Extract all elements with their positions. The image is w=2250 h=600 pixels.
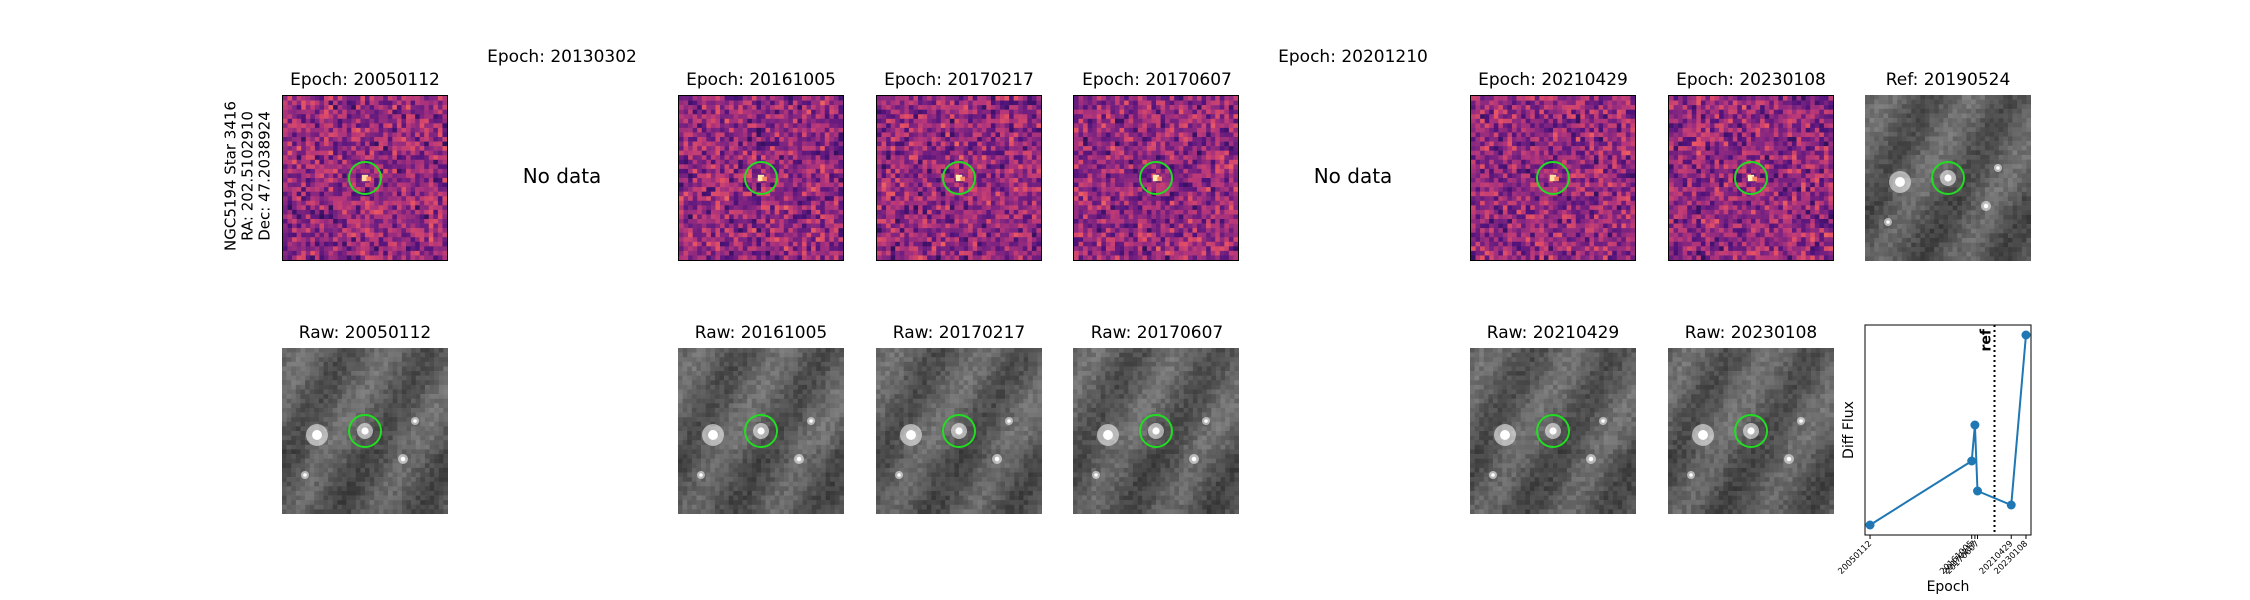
- raw-title: Raw: 20161005: [694, 323, 828, 343]
- raw-title: Raw: 20170217: [892, 323, 1026, 343]
- data-point: [1967, 456, 1977, 466]
- ref-image-panel: [1865, 95, 2031, 261]
- data-point: [1973, 486, 1983, 496]
- target-marker-circle: [942, 161, 976, 195]
- diff-image-panel: [678, 95, 844, 261]
- diff-image-panel: [1668, 95, 1834, 261]
- data-point: [1865, 520, 1875, 530]
- raw-title: Raw: 20230108: [1684, 323, 1818, 343]
- target-info: NGC5194 Star 3416 RA: 202.5102910 Dec: 4…: [221, 101, 274, 251]
- raw-image-panel: [876, 348, 1042, 514]
- target-marker-circle: [348, 161, 382, 195]
- plot-frame: [1864, 324, 2032, 536]
- target-name: NGC5194 Star 3416: [221, 101, 240, 251]
- target-marker-circle: [348, 414, 382, 448]
- epoch-title: Epoch: 20201210: [1278, 47, 1428, 67]
- epoch-title: Epoch: 20230108: [1676, 70, 1826, 90]
- target-marker-circle: [1734, 414, 1768, 448]
- target-marker-circle: [1536, 161, 1570, 195]
- diff-image-panel: [1470, 95, 1636, 261]
- raw-image-panel: [1470, 348, 1636, 514]
- target-marker-circle: [1931, 161, 1965, 195]
- target-marker-circle: [942, 414, 976, 448]
- target-marker-circle: [1139, 414, 1173, 448]
- raw-image-panel: [1073, 348, 1239, 514]
- raw-image-panel: [1668, 348, 1834, 514]
- data-point: [2006, 500, 2016, 510]
- target-marker-circle: [1734, 161, 1768, 195]
- ref-line-label: ref: [1979, 328, 1995, 351]
- epoch-title: Epoch: 20210429: [1478, 70, 1628, 90]
- raw-image-panel: [282, 348, 448, 514]
- diff-image-panel: [876, 95, 1042, 261]
- target-marker-circle: [1139, 161, 1173, 195]
- diff-image-panel: [282, 95, 448, 261]
- epoch-title: Epoch: 20170607: [1082, 70, 1232, 90]
- data-point: [1970, 420, 1980, 430]
- diff-image-panel: [1073, 95, 1239, 261]
- target-marker-circle: [744, 161, 778, 195]
- no-data-label: No data: [522, 164, 602, 188]
- no-data-label: No data: [1313, 164, 1393, 188]
- ref-title: Ref: 20190524: [1885, 70, 2011, 90]
- data-point: [2021, 330, 2031, 340]
- y-axis-label: Diff Flux: [1841, 401, 1857, 459]
- epoch-title: Epoch: 20170217: [884, 70, 1034, 90]
- epoch-title: Epoch: 20050112: [290, 70, 440, 90]
- raw-title: Raw: 20050112: [298, 323, 432, 343]
- x-tick-label: 20050112: [1836, 539, 1874, 577]
- diff-flux-line: [1869, 334, 2027, 526]
- target-marker-circle: [744, 414, 778, 448]
- x-axis-label: Epoch: [1927, 579, 1970, 595]
- target-marker-circle: [1536, 414, 1570, 448]
- raw-title: Raw: 20210429: [1486, 323, 1620, 343]
- target-dec: Dec: 47.2038924: [255, 111, 274, 241]
- raw-title: Raw: 20170607: [1090, 323, 1224, 343]
- epoch-title: Epoch: 20161005: [686, 70, 836, 90]
- target-ra: RA: 202.5102910: [238, 111, 257, 241]
- raw-image-panel: [678, 348, 844, 514]
- epoch-title: Epoch: 20130302: [487, 47, 637, 67]
